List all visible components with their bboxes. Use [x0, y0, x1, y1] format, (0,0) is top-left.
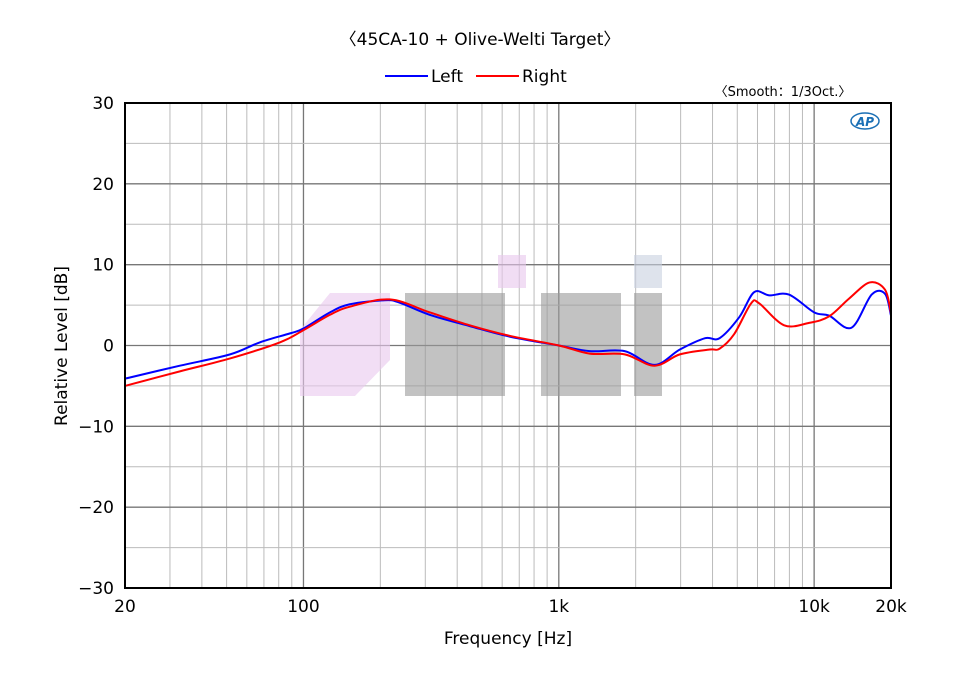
y-tick-label: 30	[92, 94, 114, 114]
plot-frame	[124, 102, 892, 589]
x-tick-label: 100	[287, 597, 319, 617]
y-tick-label: −30	[78, 579, 114, 599]
y-tick-label: −20	[78, 498, 114, 518]
series-line-right	[124, 281, 892, 387]
legend-label-right: Right	[522, 67, 567, 87]
y-tick-label: −10	[78, 417, 114, 437]
svg-text:AP: AP	[855, 115, 874, 129]
y-tick-label: 20	[92, 175, 114, 195]
y-tick-label: 10	[92, 256, 114, 276]
x-tick-label: 20	[114, 597, 136, 617]
watermark	[300, 255, 662, 396]
grid	[124, 102, 892, 589]
ap-logo: AP	[850, 112, 880, 130]
legend: Left Right	[385, 67, 567, 87]
x-tick-label: 1k	[548, 597, 569, 617]
x-tick-label: 10k	[798, 597, 830, 617]
smoothing-annotation: 〈Smooth：1/3Oct.〉	[715, 85, 852, 100]
series-line-left	[124, 289, 892, 380]
chart-title: 〈45CA-10 + Olive-Welti Target〉	[340, 30, 621, 50]
y-axis-label: Relative Level [dB]	[52, 266, 72, 426]
x-axis-label: Frequency [Hz]	[444, 629, 572, 649]
legend-label-left: Left	[431, 67, 463, 87]
series-layer	[124, 281, 892, 387]
x-tick-label: 20k	[875, 597, 907, 617]
y-tick-label: 0	[103, 337, 114, 357]
